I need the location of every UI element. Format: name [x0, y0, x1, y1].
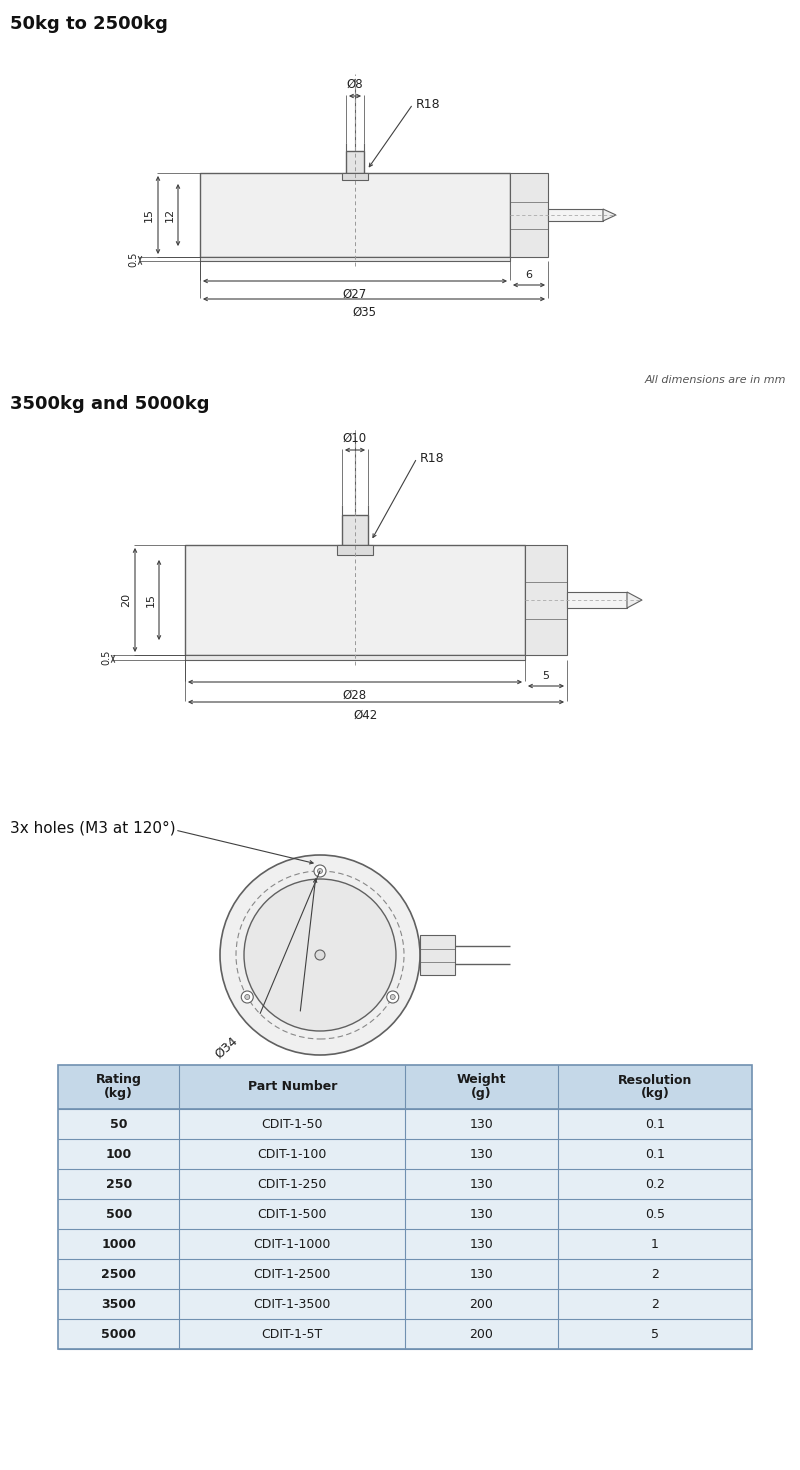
Text: 0.1: 0.1: [645, 1117, 665, 1130]
Text: Ø42: Ø42: [354, 709, 378, 722]
Text: 0.1: 0.1: [645, 1148, 665, 1160]
Circle shape: [315, 950, 325, 960]
Bar: [58, 1200, 752, 1229]
Text: (g): (g): [471, 1088, 492, 1101]
Text: 3500: 3500: [102, 1298, 136, 1310]
Text: CDIT-1-50: CDIT-1-50: [262, 1117, 323, 1130]
Text: R18: R18: [420, 451, 445, 465]
Text: Ø8: Ø8: [346, 78, 363, 91]
Polygon shape: [603, 209, 616, 220]
Text: (kg): (kg): [641, 1088, 670, 1101]
Text: 50kg to 2500kg: 50kg to 2500kg: [10, 15, 168, 32]
Text: Rating: Rating: [96, 1073, 142, 1086]
Text: Ø10: Ø10: [343, 432, 367, 445]
Text: CDIT-1-1000: CDIT-1-1000: [254, 1238, 331, 1251]
Bar: [200, 257, 510, 262]
Text: 0.2: 0.2: [645, 1177, 665, 1191]
Bar: [185, 545, 525, 656]
Polygon shape: [627, 592, 642, 609]
Text: 100: 100: [106, 1148, 132, 1160]
Bar: [58, 1258, 752, 1289]
Text: 2: 2: [651, 1298, 658, 1310]
Text: 130: 130: [470, 1267, 494, 1280]
Text: CDIT-1-500: CDIT-1-500: [258, 1207, 327, 1220]
Text: 130: 130: [470, 1148, 494, 1160]
Bar: [548, 209, 603, 220]
Text: 3500kg and 5000kg: 3500kg and 5000kg: [10, 395, 210, 413]
Text: 2500: 2500: [102, 1267, 136, 1280]
Text: Ø28: Ø28: [343, 689, 367, 703]
Text: 0.5: 0.5: [645, 1207, 665, 1220]
Text: 15: 15: [144, 207, 154, 222]
Bar: [510, 173, 548, 257]
Circle shape: [244, 879, 396, 1030]
Text: 15: 15: [146, 592, 156, 607]
Text: 250: 250: [106, 1177, 132, 1191]
Bar: [58, 1229, 752, 1258]
Text: CDIT-1-2500: CDIT-1-2500: [254, 1267, 331, 1280]
Text: 130: 130: [470, 1238, 494, 1251]
Text: 3x holes (M3 at 120°): 3x holes (M3 at 120°): [10, 820, 176, 835]
Text: Ø35: Ø35: [352, 306, 376, 319]
Text: All dimensions are in mm: All dimensions are in mm: [645, 375, 786, 385]
Bar: [58, 1064, 752, 1108]
Text: CDIT-1-100: CDIT-1-100: [258, 1148, 327, 1160]
Bar: [342, 173, 368, 179]
Circle shape: [245, 995, 250, 1000]
Bar: [346, 151, 364, 173]
Text: 2: 2: [651, 1267, 658, 1280]
Bar: [58, 1139, 752, 1169]
Bar: [58, 1319, 752, 1349]
Text: Resolution: Resolution: [618, 1073, 692, 1086]
Text: 12: 12: [165, 207, 175, 222]
Text: Part Number: Part Number: [247, 1080, 337, 1094]
Text: 200: 200: [470, 1298, 494, 1310]
Text: 1000: 1000: [102, 1238, 136, 1251]
Text: 500: 500: [106, 1207, 132, 1220]
Bar: [337, 545, 373, 556]
Circle shape: [390, 995, 395, 1000]
Circle shape: [314, 864, 326, 878]
Bar: [185, 656, 525, 660]
Bar: [58, 1108, 752, 1139]
Bar: [200, 173, 510, 257]
Text: CDIT-1-3500: CDIT-1-3500: [254, 1298, 331, 1310]
Circle shape: [318, 869, 322, 873]
Bar: [58, 1064, 752, 1349]
Bar: [567, 592, 627, 609]
Text: 130: 130: [470, 1177, 494, 1191]
Text: (kg): (kg): [104, 1088, 133, 1101]
Text: Ø34: Ø34: [212, 1033, 240, 1061]
Circle shape: [242, 991, 254, 1003]
Text: 5000: 5000: [102, 1327, 136, 1341]
Circle shape: [386, 991, 398, 1003]
Bar: [420, 935, 455, 975]
Text: 130: 130: [470, 1117, 494, 1130]
Text: R18: R18: [416, 97, 441, 110]
Text: CDIT-1-250: CDIT-1-250: [258, 1177, 327, 1191]
Bar: [342, 514, 368, 545]
Text: 130: 130: [470, 1207, 494, 1220]
Bar: [525, 545, 567, 656]
Text: 0.5: 0.5: [101, 650, 111, 666]
Text: 5: 5: [542, 670, 550, 681]
Text: Weight: Weight: [457, 1073, 506, 1086]
Text: 200: 200: [470, 1327, 494, 1341]
Text: 20: 20: [121, 592, 131, 607]
Text: 6: 6: [526, 270, 533, 279]
Text: 5: 5: [651, 1327, 659, 1341]
Bar: [58, 1289, 752, 1319]
Text: 0.5: 0.5: [128, 251, 138, 266]
Text: 1: 1: [651, 1238, 658, 1251]
Text: Ø27: Ø27: [343, 288, 367, 301]
Text: 50: 50: [110, 1117, 127, 1130]
Bar: [58, 1169, 752, 1200]
Text: CDIT-1-5T: CDIT-1-5T: [262, 1327, 323, 1341]
Circle shape: [220, 856, 420, 1055]
